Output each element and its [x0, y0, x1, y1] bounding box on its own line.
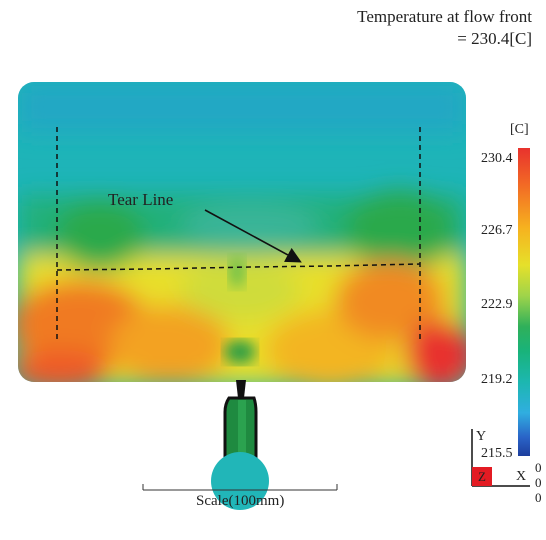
axis-x-label: X — [516, 469, 527, 484]
axis-y-label: Y — [476, 429, 487, 444]
colorbar-tick-2: 226.7 — [481, 223, 513, 238]
axis-z-label: Z — [472, 467, 492, 486]
origin-value-1: 0 — [535, 460, 542, 475]
colorbar-tick-max: 230.4 — [481, 151, 513, 166]
molded-plate — [18, 82, 466, 382]
colorbar-tick-3: 222.9 — [481, 297, 513, 312]
tear-line-label: Tear Line — [108, 190, 173, 209]
title-line-2: = 230.4[C] — [457, 29, 532, 48]
origin-value-2: 0 — [535, 475, 542, 490]
scale-label: Scale(100mm) — [196, 493, 285, 509]
temperature-colorbar — [518, 148, 530, 456]
tear-line-arrow — [204, 209, 302, 263]
origin-value-3: 0 — [535, 490, 542, 505]
runner-system — [211, 380, 269, 510]
colorbar-unit: [C] — [510, 122, 529, 137]
tear-line — [56, 127, 421, 343]
title-line-1: Temperature at flow front — [357, 7, 532, 26]
scale-bar — [142, 484, 338, 491]
colorbar-tick-4: 219.2 — [481, 372, 513, 387]
colorbar-tick-min: 215.5 — [481, 446, 513, 461]
result-title: Temperature at flow front = 230.4[C] — [357, 6, 532, 50]
